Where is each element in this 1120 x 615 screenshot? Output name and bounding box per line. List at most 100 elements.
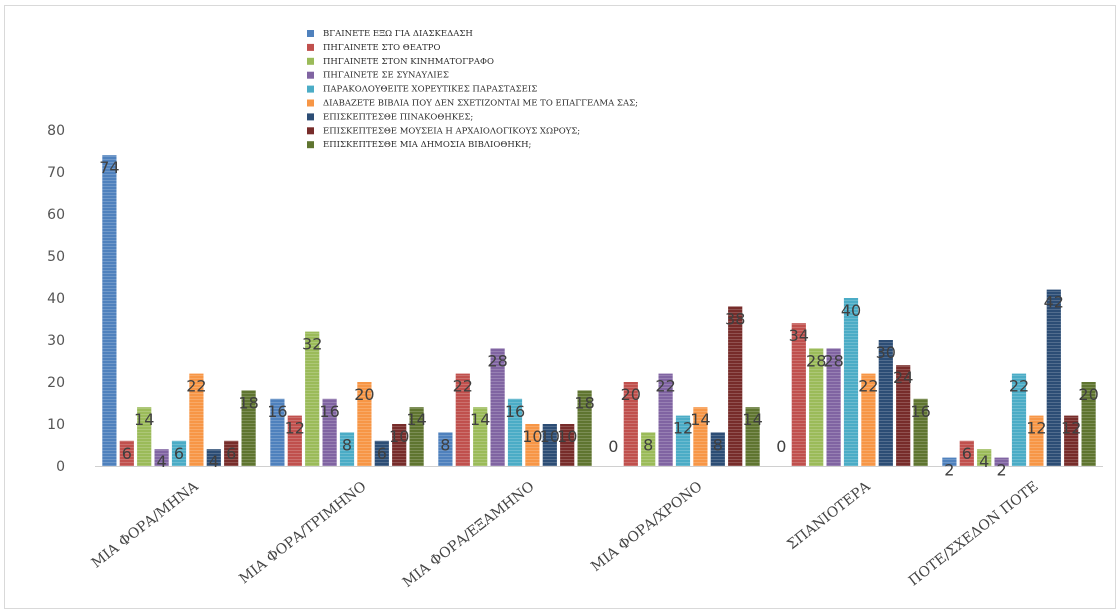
x-axis: ΜΙΑ ΦΟΡΑ/ΜΗΝΑ ΜΙΑ ΦΟΡΑ/ΤΡΙΜΗΝΟ ΜΙΑ ΦΟΡΑ/ΕΞ… <box>89 478 1042 591</box>
category-label: ΣΠΑΝΙΟΤΕΡΑ <box>784 478 874 553</box>
y-tick-label: 70 <box>47 165 65 181</box>
data-label: 74 <box>99 158 119 177</box>
bar-texture <box>206 449 221 466</box>
bar-texture <box>1064 415 1079 466</box>
bar-texture <box>409 407 424 466</box>
legend-swatch <box>307 113 314 121</box>
legend-swatch <box>307 57 314 65</box>
legend-entry: ΠΗΓΑΙΝΕΤΕ ΣΕ ΣΥΝΑΥΛΙΕΣ <box>323 71 449 81</box>
bar-texture <box>861 373 876 466</box>
data-label: 20 <box>1078 385 1098 404</box>
legend-entry: ΕΠΙΣΚΕΠΤΕΣΘΕ ΜΙΑ ΔΗΜΟΣΙΑ ΒΙΒΛΙΟΘΗΚΗ; <box>323 140 531 150</box>
data-label: 12 <box>285 419 305 438</box>
legend: ΒΓΑΙΝΕΤΕ ΕΞΩ ΓΙΑ ΔΙΑΣΚΕΔΑΣΗ ΠΗΓΑΙΝΕΤΕ ΣΤΟ… <box>307 29 638 150</box>
y-tick-label: 50 <box>47 249 65 265</box>
data-label: 6 <box>962 444 972 463</box>
bar-texture <box>137 407 152 466</box>
bar-texture <box>339 432 355 466</box>
y-tick-label: 0 <box>56 459 65 475</box>
data-label: 14 <box>690 410 710 429</box>
bar-texture <box>507 398 523 466</box>
bar-texture <box>942 457 957 466</box>
bar-texture <box>826 348 841 466</box>
legend-swatch <box>307 127 314 135</box>
data-label: 30 <box>876 343 896 362</box>
bar-texture <box>809 348 824 466</box>
bar-texture <box>843 298 859 466</box>
data-label: 8 <box>342 435 352 454</box>
data-label: 18 <box>574 393 594 412</box>
data-label: 32 <box>302 335 322 354</box>
data-label: 22 <box>453 377 473 396</box>
legend-swatch <box>307 85 314 93</box>
legend-entry: ΠΗΓΑΙΝΕΤΕ ΣΤΟ ΘΕΑΤΡΟ <box>323 43 440 53</box>
bar-texture <box>374 440 389 466</box>
legend-swatch <box>307 43 314 51</box>
bar-texture <box>287 415 302 466</box>
category-label: ΠΟΤΕ/ΣΧΕΔΟΝ ΠΟΤΕ <box>906 479 1042 590</box>
data-label: 42 <box>1044 293 1064 312</box>
chart-frame: ΒΓΑΙΝΕΤΕ ΕΞΩ ΓΙΑ ΔΙΑΣΚΕΔΑΣΗ ΠΗΓΑΙΝΕΤΕ ΣΤΟ… <box>4 5 1116 609</box>
legend-swatch <box>307 30 314 37</box>
bar-texture <box>623 382 638 466</box>
y-tick-label: 60 <box>47 207 65 223</box>
bar-texture <box>913 398 928 466</box>
bar-texture <box>658 373 673 466</box>
legend-entry: ΔΙΑΒΑΖΕΤΕ ΒΙΒΛΙΑ ΠΟΥ ΔΕΝ ΣΧΕΤΙΖΟΝΤΑΙ ΜΕ … <box>323 99 638 109</box>
data-label: 8 <box>713 435 723 454</box>
data-label: 16 <box>267 402 287 421</box>
data-label: 14 <box>742 410 762 429</box>
data-label: 24 <box>893 368 913 387</box>
data-label: 28 <box>806 351 826 370</box>
data-label: 22 <box>186 377 206 396</box>
bar-texture <box>154 449 169 466</box>
category-label: ΜΙΑ ΦΟΡΑ/ΕΞΑΜΗΝΟ <box>400 479 538 591</box>
bar-texture <box>577 390 592 466</box>
bar-texture <box>641 432 656 466</box>
legend-swatch <box>307 99 314 107</box>
data-label: 28 <box>823 351 843 370</box>
data-label: 20 <box>354 385 374 404</box>
bar-texture <box>189 373 204 466</box>
y-tick-label: 10 <box>47 417 65 433</box>
data-label: 4 <box>157 452 167 471</box>
bar-texture <box>525 424 540 466</box>
y-tick-label: 30 <box>47 333 65 349</box>
data-label: 10 <box>522 427 542 446</box>
bar-texture <box>473 407 488 466</box>
data-label: 4 <box>979 452 989 471</box>
legend-entry: ΕΠΙΣΚΕΠΤΕΣΘΕ ΠΙΝΑΚΟΘΗΚΕΣ; <box>323 112 473 122</box>
bar-texture <box>455 373 470 466</box>
data-label: 22 <box>858 377 878 396</box>
data-label: 8 <box>643 435 653 454</box>
bar-texture <box>977 449 992 466</box>
bar-texture <box>357 382 372 466</box>
data-label: 12 <box>1061 419 1081 438</box>
data-label: 20 <box>621 385 641 404</box>
bar-texture <box>675 415 691 466</box>
data-label: 14 <box>406 410 426 429</box>
data-label: 16 <box>505 402 525 421</box>
data-label: 10 <box>540 427 560 446</box>
data-label: 18 <box>238 393 258 412</box>
data-label: 6 <box>226 444 236 463</box>
bar-texture <box>542 424 557 466</box>
bar-texture <box>241 390 256 466</box>
bar-texture <box>438 432 453 466</box>
bar-texture <box>745 407 760 466</box>
bar-texture <box>1046 289 1061 466</box>
bar-texture <box>728 306 743 466</box>
bar-texture <box>1011 373 1027 466</box>
bar-texture <box>224 440 239 466</box>
y-tick-label: 20 <box>47 375 65 391</box>
data-label: 4 <box>209 452 219 471</box>
category-label: ΜΙΑ ΦΟΡΑ/ΤΡΙΜΗΝΟ <box>237 479 370 588</box>
bar-texture <box>959 440 974 466</box>
bar-texture <box>119 440 134 466</box>
bar-texture <box>710 432 725 466</box>
data-label: 28 <box>487 351 507 370</box>
category-label: ΜΙΑ ΦΟΡΑ/ΜΗΝΑ <box>89 478 202 572</box>
data-label: 12 <box>673 419 693 438</box>
bar-texture <box>994 457 1009 466</box>
